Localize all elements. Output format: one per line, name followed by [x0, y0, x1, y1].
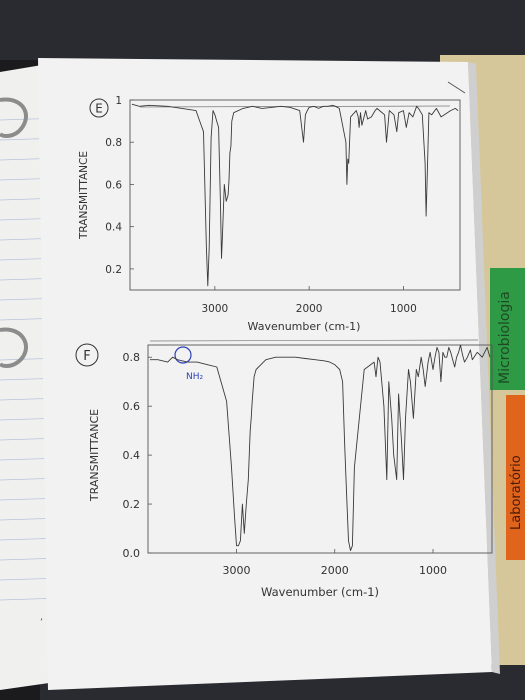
paper-sheet — [38, 58, 492, 690]
spectrum-line — [150, 344, 491, 552]
plot-frame — [129, 99, 461, 291]
panel-label: E — [95, 102, 103, 116]
y-tick-label: 0.4 — [105, 222, 122, 234]
page-mark: ʼ — [40, 618, 43, 628]
y-tick-label: 0.6 — [123, 400, 141, 413]
y-tick-label: 0.6 — [105, 179, 122, 191]
annotation-circle — [174, 346, 192, 364]
ir-spectrum-f: F TRANSMITTANCE Wavenumber (cm-1) NH₂ 0.… — [75, 339, 493, 599]
y-tick-label: 1 — [115, 95, 122, 107]
panel-label-circle — [75, 343, 99, 367]
x-tick-label: 2000 — [296, 303, 323, 315]
ir-spectrum-e: E TRANSMITTANCE Wavenumber (cm-1) 1 0.8 0.… — [78, 95, 461, 333]
x-tick-label: 3000 — [222, 564, 250, 577]
y-tick-label: 0.8 — [123, 351, 141, 364]
x-tick-label: 1000 — [419, 564, 447, 577]
y-tick-label: 0.4 — [123, 449, 141, 462]
tab-orange-label: Laboratório — [509, 455, 524, 530]
tab-orange — [506, 395, 525, 560]
panel-label-circle — [89, 98, 109, 118]
spectrum-line — [131, 103, 459, 287]
header-rule — [149, 339, 479, 342]
panel-label: F — [83, 349, 90, 364]
binder-rings — [0, 97, 28, 368]
tab-green-label: Microbiologia — [497, 291, 513, 384]
y-tick-label: 0.0 — [123, 547, 141, 560]
y-tick-label: 0.8 — [105, 137, 122, 149]
index-tabs: Microbiologia Laboratório — [490, 268, 525, 560]
pen-mark — [447, 81, 466, 94]
tab-green — [490, 268, 525, 390]
x-tick-label: 2000 — [321, 564, 349, 577]
y-tick-label: 0.2 — [105, 264, 122, 276]
x-axis-label: Wavenumber (cm-1) — [248, 320, 361, 333]
x-tick-label: 1000 — [390, 303, 417, 315]
y-tick-label: 0.2 — [123, 498, 141, 511]
x-axis-label: Wavenumber (cm-1) — [261, 585, 379, 599]
y-axis-label: TRANSMITTANCE — [78, 151, 90, 240]
annotation-text: NH₂ — [186, 372, 204, 382]
y-axis-label: TRANSMITTANCE — [88, 409, 101, 502]
header-rule — [139, 105, 451, 108]
x-tick-label: 3000 — [201, 303, 228, 315]
plot-frame — [147, 344, 493, 554]
